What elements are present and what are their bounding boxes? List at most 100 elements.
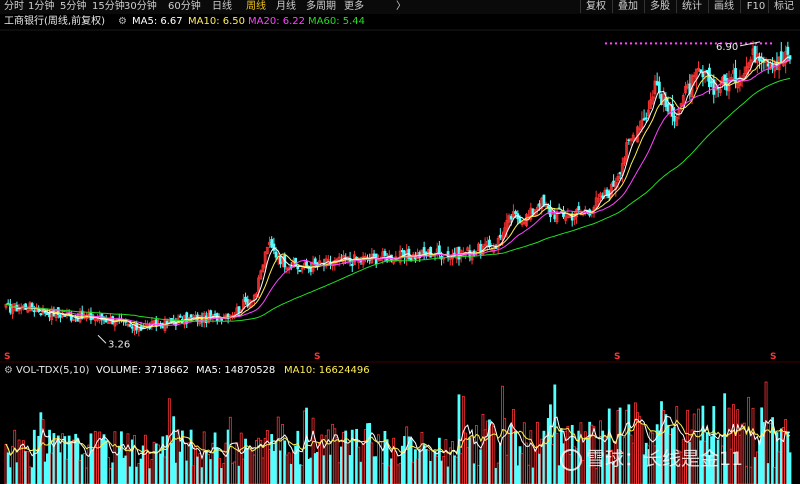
candle-body xyxy=(409,256,413,261)
volume-bar xyxy=(692,413,696,484)
tab-6[interactable]: 日线 xyxy=(212,1,232,12)
tab-9[interactable]: 多周期 xyxy=(306,1,336,12)
volume-bar xyxy=(468,437,472,484)
volume-bar xyxy=(196,456,200,484)
toolbar-button-1[interactable]: 叠加 xyxy=(612,0,643,13)
tab-8[interactable]: 月线 xyxy=(276,1,296,12)
high-dot xyxy=(674,42,678,45)
volume-bar xyxy=(420,431,424,484)
volume-bar xyxy=(59,452,62,484)
volume-bar xyxy=(289,463,293,484)
candle-body xyxy=(318,260,322,264)
volume-bar xyxy=(520,453,524,484)
high-dot xyxy=(724,42,728,45)
candle-body xyxy=(655,81,659,86)
volume-bar xyxy=(222,463,226,484)
volume-bar xyxy=(87,444,91,484)
high-dot xyxy=(684,42,688,45)
stock-title[interactable]: 工商银行(周线,前复权) xyxy=(4,16,105,27)
toolbar-button-5[interactable]: F10 xyxy=(740,0,771,13)
candle-body xyxy=(703,71,707,74)
volume-bar xyxy=(39,412,43,484)
gear-icon[interactable]: ⚙ xyxy=(118,16,127,27)
volume-bar xyxy=(56,435,60,484)
volume-bar xyxy=(241,458,245,484)
tab-0[interactable]: 分时 xyxy=(4,1,24,12)
volume-bar xyxy=(41,419,45,484)
candle-body xyxy=(372,253,376,257)
volume-bar xyxy=(248,449,252,484)
candle-body xyxy=(745,66,748,75)
volume-bar xyxy=(782,427,785,484)
volume-bar xyxy=(505,454,509,484)
volume-bar xyxy=(440,460,443,484)
toolbar-button-2[interactable]: 多股 xyxy=(644,0,675,13)
settings-icon[interactable]: ⚙ xyxy=(4,365,13,376)
volume-bar xyxy=(76,438,80,484)
vol-ma10-line xyxy=(5,419,791,456)
candle-body xyxy=(708,67,711,87)
volume-bar xyxy=(233,461,237,484)
volume-bar xyxy=(503,418,507,484)
candle-body xyxy=(647,109,650,117)
toolbar-button-3[interactable]: 统计 xyxy=(676,0,707,13)
tab-1[interactable]: 1分钟 xyxy=(28,1,55,12)
volume-bar xyxy=(122,457,125,484)
candle-body xyxy=(496,238,500,249)
volume-bar xyxy=(261,457,265,484)
tab-10[interactable]: 更多 xyxy=(344,1,364,12)
high-dot xyxy=(689,42,693,45)
high-dot xyxy=(664,42,668,45)
high-price-label: 6.90 xyxy=(716,42,738,53)
volume-bar xyxy=(78,459,82,484)
tab-3[interactable]: 15分钟 xyxy=(92,1,125,12)
volume-bar xyxy=(213,432,217,484)
volume-bar xyxy=(111,462,115,484)
vol-indicator-name[interactable]: VOL-TDX(5,10) xyxy=(16,365,90,376)
volume-bar xyxy=(339,446,343,484)
volume-bar xyxy=(17,439,21,484)
volume-bar xyxy=(403,436,406,484)
volume-bar xyxy=(518,446,522,484)
toolbar-button-6[interactable]: 标记 xyxy=(768,0,799,13)
candle-body xyxy=(479,244,483,255)
volume-bar xyxy=(207,454,210,484)
candle-body xyxy=(638,128,642,131)
tab-2[interactable]: 5分钟 xyxy=(60,1,87,12)
high-dot xyxy=(734,42,738,45)
period-toolbar: 分时 1分钟 5分钟 15分钟 30分钟 60分钟 日线 周线 月线 多周期 更多 〉 复权 叠加 多股 统计… xyxy=(0,0,800,14)
ma20-line xyxy=(5,59,791,326)
candle-body xyxy=(766,63,770,67)
toolbar-button-4[interactable]: 画线 xyxy=(708,0,739,13)
volume-bar xyxy=(191,465,195,484)
volume-bar xyxy=(113,431,117,484)
high-dot xyxy=(729,42,733,45)
volume-bar xyxy=(777,451,781,484)
high-pointer xyxy=(739,41,761,47)
volume-bar xyxy=(551,444,555,484)
candle-body xyxy=(437,245,441,254)
candle-body xyxy=(72,319,75,321)
volume-bar xyxy=(237,465,241,484)
volume-bar xyxy=(246,447,250,484)
candle-body xyxy=(625,142,629,161)
candle-body xyxy=(514,211,517,214)
volume-bar xyxy=(148,468,152,484)
candle-body xyxy=(564,216,568,221)
volume-bar xyxy=(531,467,535,484)
tab-7[interactable]: 周线 xyxy=(246,1,266,12)
volume-bar xyxy=(80,454,84,484)
low-price-label: 3.26 xyxy=(108,339,130,350)
candle-body xyxy=(244,296,247,302)
candle-body xyxy=(91,317,95,320)
candle-body xyxy=(63,314,67,317)
tab-4[interactable]: 30分钟 xyxy=(124,1,157,12)
tab-5[interactable]: 60分钟 xyxy=(168,1,201,12)
chevron-right-icon[interactable]: 〉 xyxy=(396,1,406,12)
candle-body xyxy=(24,303,28,310)
high-dot xyxy=(769,42,773,45)
candle-body xyxy=(213,313,217,316)
volume-bar xyxy=(154,443,158,484)
toolbar-button-0[interactable]: 复权 xyxy=(580,0,611,13)
